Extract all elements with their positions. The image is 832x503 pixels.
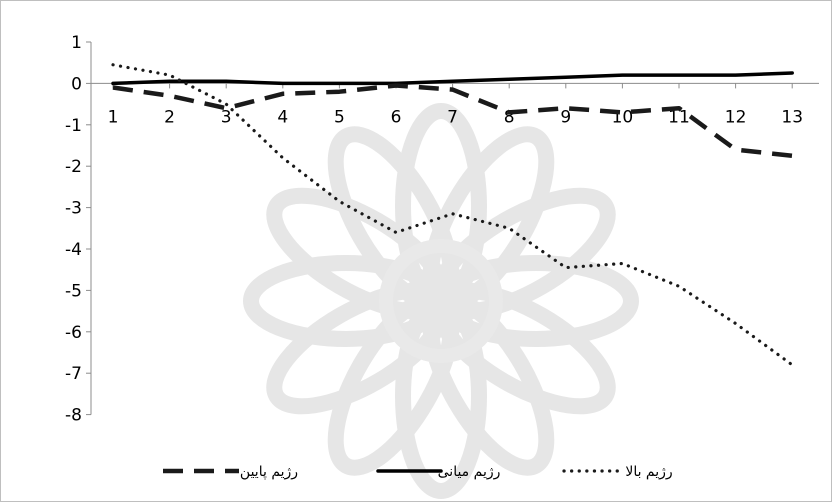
series-line-dotted (111, 63, 794, 367)
x-tick-label: 11 (668, 107, 690, 127)
y-tick-label: -4 (65, 240, 82, 260)
series-line-solid (111, 71, 794, 86)
legend: رژیم پایین رژیم میانی رژیم بالا (163, 464, 673, 480)
y-tick-label: -1 (65, 116, 82, 136)
y-tick-label: -3 (65, 199, 82, 219)
x-tick-label: 7 (447, 107, 458, 127)
x-tick-label: 2 (164, 107, 175, 127)
y-tick-label: -6 (65, 323, 82, 343)
watermark-core (379, 239, 503, 363)
x-tick-label: 9 (560, 107, 571, 127)
series-layer (111, 63, 794, 367)
chart-axes: 10-1-2-3-4-5-6-7-81 2 3 4 5 6 7 8 9 10 11 12 13 (65, 33, 819, 426)
y-tick-label: -7 (65, 364, 82, 384)
y-tick-label: -5 (65, 281, 82, 301)
series-line-dashed (112, 83, 793, 159)
x-tick-label: 12 (725, 107, 747, 127)
y-tick-label: -8 (65, 406, 82, 426)
x-tick-label: 5 (334, 107, 345, 127)
y-tick-label: -2 (65, 157, 82, 177)
watermark-petal (430, 187, 616, 320)
x-tick-label: 13 (781, 107, 803, 127)
legend-label-dashed: رژیم پایین (240, 464, 298, 480)
x-tick-label: 1 (108, 107, 119, 127)
watermark-emblem (243, 103, 639, 499)
x-tick-label: 3 (221, 107, 232, 127)
x-tick-label: 4 (277, 107, 288, 127)
y-tick-label: 1 (71, 33, 82, 53)
y-tick-label: 0 (71, 74, 82, 94)
x-tick-label: 8 (504, 107, 515, 127)
x-tick-label: 6 (391, 107, 402, 127)
legend-label-dotted: رژیم بالا (625, 464, 672, 480)
legend-label-solid: رژیم میانی (438, 464, 501, 480)
